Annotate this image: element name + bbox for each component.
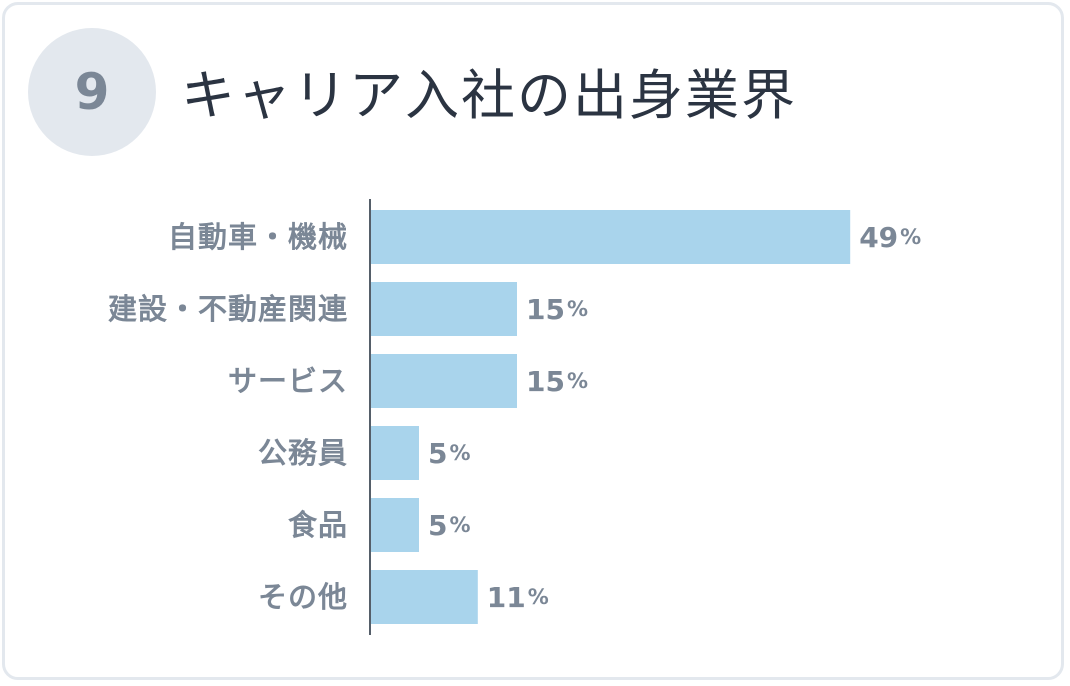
data-label: 15% xyxy=(526,365,588,398)
data-label-unit: % xyxy=(900,225,921,249)
category-label: 建設・不動産関連 xyxy=(108,292,348,326)
category-label: サービス xyxy=(228,364,348,398)
bar xyxy=(370,354,517,408)
data-label: 5% xyxy=(428,437,471,470)
category-label: 自動車・機械 xyxy=(168,220,348,254)
number-badge: 9 xyxy=(28,28,156,156)
data-label-unit: % xyxy=(528,585,549,609)
data-label-value: 49 xyxy=(859,221,898,254)
data-label-value: 5 xyxy=(428,509,447,542)
data-label-unit: % xyxy=(567,297,588,321)
bar xyxy=(370,498,419,552)
data-label-value: 5 xyxy=(428,437,447,470)
data-label: 49% xyxy=(859,221,921,254)
data-label-value: 15 xyxy=(526,293,565,326)
badge-number: 9 xyxy=(74,63,110,121)
data-label-unit: % xyxy=(449,513,470,537)
bar xyxy=(370,426,419,480)
bar xyxy=(370,570,478,624)
data-label: 15% xyxy=(526,293,588,326)
data-label-value: 15 xyxy=(526,365,565,398)
data-label: 5% xyxy=(428,509,471,542)
bar xyxy=(370,282,517,336)
data-label-value: 11 xyxy=(487,581,526,614)
data-label: 11% xyxy=(487,581,549,614)
bar xyxy=(370,210,851,264)
data-label-unit: % xyxy=(449,441,470,465)
data-label-unit: % xyxy=(567,369,588,393)
category-label: その他 xyxy=(258,580,348,614)
category-label: 食品 xyxy=(288,508,348,542)
category-label: 公務員 xyxy=(258,436,348,470)
page-title: キャリア入社の出身業界 xyxy=(181,64,797,127)
